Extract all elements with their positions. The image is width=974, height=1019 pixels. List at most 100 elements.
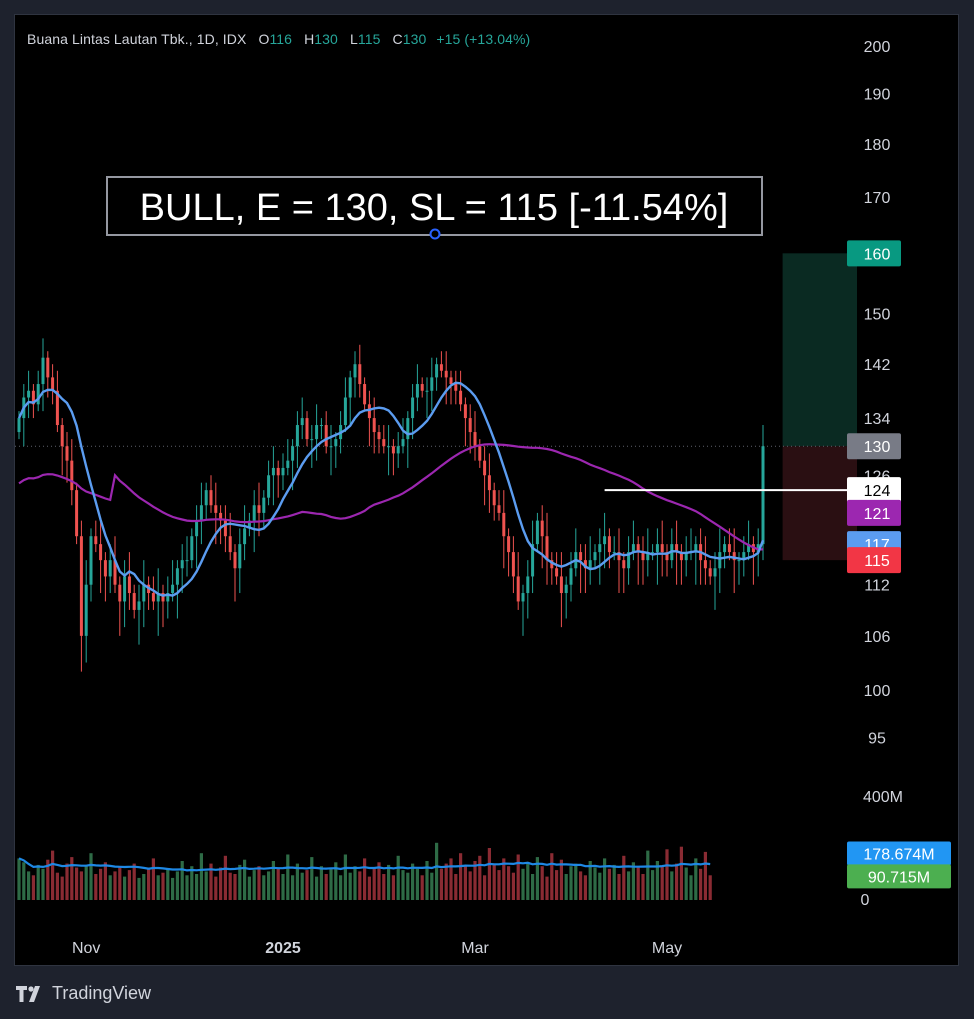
- symbol-legend[interactable]: Buana Lintas Lautan Tbk., 1D, IDX O116 H…: [27, 31, 531, 47]
- candle: [118, 576, 122, 636]
- candle: [70, 439, 74, 506]
- volume-bar: [151, 858, 155, 900]
- volume-bar: [564, 874, 568, 900]
- candle-body: [694, 544, 698, 553]
- candle-body: [348, 377, 352, 398]
- y-tick-label: 112: [864, 578, 890, 595]
- candle: [545, 512, 549, 585]
- candle: [622, 552, 626, 594]
- candle: [411, 384, 415, 440]
- candle-body: [252, 505, 256, 521]
- candle: [689, 528, 693, 561]
- candle-body: [113, 560, 117, 585]
- volume-bar: [703, 851, 707, 900]
- volume-bar: [46, 859, 50, 900]
- volume-bar: [271, 861, 275, 900]
- volume-bar: [699, 868, 703, 900]
- y-tick-label: 142: [864, 357, 891, 374]
- volume-bar: [161, 872, 165, 900]
- volume-bar: [319, 866, 323, 900]
- candle: [161, 584, 165, 628]
- candle: [631, 520, 635, 561]
- candle-body: [324, 425, 328, 447]
- candle: [444, 351, 448, 405]
- candle: [483, 446, 487, 506]
- chart-frame[interactable]: BULL, E = 130, SL = 115 [-11.54%] 200 190 1…: [14, 14, 959, 966]
- candle: [94, 520, 98, 553]
- candle-body: [439, 364, 443, 371]
- volume-bar: [579, 871, 583, 900]
- candle-body: [612, 552, 616, 554]
- candle-body: [406, 418, 410, 440]
- candle-body: [756, 544, 760, 553]
- volume-bar: [487, 848, 491, 900]
- price-chart[interactable]: BULL, E = 130, SL = 115 [-11.54%] 200 190 1…: [15, 15, 959, 966]
- volume-bar: [622, 855, 626, 900]
- candle: [521, 584, 525, 636]
- candle-body: [555, 568, 559, 577]
- stop-loss-zone: [782, 446, 857, 561]
- volume-bar: [607, 868, 611, 900]
- candle-body: [195, 520, 199, 537]
- volume-bar: [127, 870, 131, 900]
- candle: [185, 536, 189, 577]
- volume-bar: [555, 870, 559, 900]
- candle: [132, 584, 136, 619]
- volume-bar: [55, 872, 59, 900]
- candle-body: [607, 536, 611, 553]
- volume-bar: [262, 875, 266, 900]
- volume-bar: [411, 863, 415, 900]
- volume-bar: [478, 855, 482, 900]
- high-label: H: [304, 31, 315, 47]
- candle-body: [651, 552, 655, 554]
- volume-bar: [430, 872, 434, 900]
- volume-bar: [670, 871, 674, 900]
- volume-bar: [689, 875, 693, 900]
- candle: [84, 560, 88, 663]
- candle-body: [127, 576, 131, 594]
- volume-bar: [367, 876, 371, 900]
- y-tick-label: 95: [868, 731, 886, 748]
- volume-bar: [89, 853, 93, 900]
- volume-bar: [531, 874, 535, 900]
- candle-body: [483, 460, 487, 476]
- candle: [31, 384, 35, 419]
- symbol-exchange: IDX: [222, 31, 247, 47]
- volume-bar: [382, 874, 386, 900]
- tradingview-logo[interactable]: TradingView: [16, 983, 151, 1004]
- annotation-box[interactable]: BULL, E = 130, SL = 115 [-11.54%]: [106, 176, 763, 240]
- volume-bar: [329, 868, 333, 900]
- candle: [502, 490, 506, 569]
- volume-bar: [598, 872, 602, 900]
- candle-body: [708, 568, 712, 577]
- candle: [665, 544, 669, 577]
- candle-body: [372, 418, 376, 433]
- volume-bar: [516, 854, 520, 900]
- candle: [636, 536, 640, 585]
- symbol-name: Buana Lintas Lautan Tbk.: [27, 31, 189, 47]
- candle: [257, 482, 261, 537]
- candle: [406, 411, 410, 468]
- candle: [526, 560, 530, 619]
- candle-body: [449, 377, 453, 385]
- candle: [281, 453, 285, 491]
- candle: [329, 425, 333, 476]
- candle-body: [473, 432, 477, 447]
- candle: [435, 357, 439, 391]
- candle-body: [238, 544, 242, 569]
- candle-body: [684, 552, 688, 561]
- volume-bar: [17, 858, 21, 900]
- candle: [343, 377, 347, 433]
- fast-moving-average: [17, 381, 765, 597]
- volume-bar: [655, 861, 659, 900]
- candle: [531, 520, 535, 594]
- candle-body: [31, 390, 35, 405]
- candle-body: [646, 552, 650, 561]
- candle: [108, 544, 112, 594]
- candle-body: [257, 505, 261, 513]
- candle-body: [142, 584, 146, 602]
- candle: [55, 370, 59, 433]
- volume-bar: [396, 855, 400, 900]
- volume-bar: [502, 858, 506, 900]
- candle: [156, 568, 160, 636]
